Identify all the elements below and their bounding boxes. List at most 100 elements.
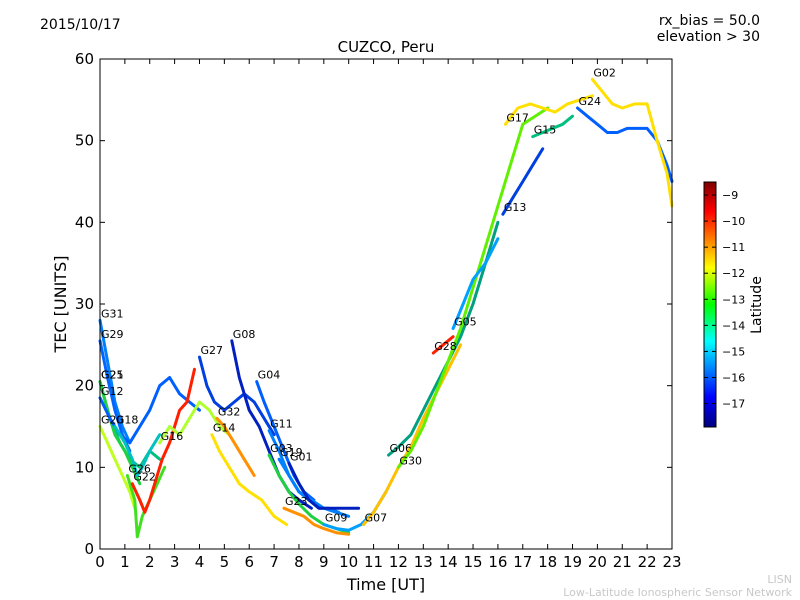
colorbar-ticks: −17 −16 −15 −14 −13 −12 −11 −10 −9: [704, 189, 745, 411]
colorbar-tick-label: −14: [722, 319, 745, 332]
plot-frame: [99, 58, 673, 550]
series-label-g17: G17: [506, 111, 529, 124]
x-tick-label: 5: [220, 553, 230, 571]
series-label-g16: G16: [161, 430, 184, 443]
footer-network: Low-Latitude Ionospheric Sensor Network: [563, 586, 792, 599]
series-line-g07: [362, 343, 463, 526]
date-label: 2015/10/17: [40, 17, 121, 33]
series-label-g13: G13: [504, 201, 527, 214]
x-tick-label: 2: [145, 553, 155, 571]
series-label-g25: G25: [101, 369, 124, 382]
series-line-g05: [451, 237, 500, 330]
series-line-g28: [431, 335, 455, 355]
x-tick-label: 22: [638, 553, 657, 571]
series-line-g30: [396, 106, 550, 469]
series-line-g26: [125, 465, 167, 539]
x-axis-label: Time [UT]: [346, 575, 425, 594]
y-tick-label: 10: [75, 458, 94, 476]
y-axis: 0 10 20 30 40 50 60: [75, 50, 672, 558]
series-line-g13: [501, 147, 545, 216]
colorbar-tick-label: −11: [722, 241, 745, 254]
series-label-g11: G11: [270, 418, 293, 431]
x-tick-label: 3: [170, 553, 180, 571]
footer-lisn: LISN: [767, 573, 792, 586]
colorbar-tick-label: −9: [722, 189, 738, 202]
series-label-g12: G12: [101, 385, 124, 398]
x-tick-label: 21: [613, 553, 632, 571]
series-label-g09: G09: [325, 512, 348, 525]
x-tick-label: 23: [662, 553, 681, 571]
series-label-g08: G08: [233, 328, 256, 341]
chart-title: CUZCO, Peru: [338, 38, 435, 56]
colorbar-tick-label: −15: [722, 345, 745, 358]
y-axis-label: TEC [UNITS]: [51, 256, 70, 354]
series-line-g18: [113, 425, 162, 477]
series-line-g17: [503, 94, 594, 126]
y-tick-label: 40: [75, 213, 94, 231]
series-label-g24: G24: [578, 95, 601, 108]
series-line-g16: [158, 400, 231, 445]
x-tick-label: 19: [563, 553, 582, 571]
x-tick-label: 6: [244, 553, 254, 571]
x-axis: 0 1 2 3 4 5 6 7 8 9 10 11 12 13 14 15 16 17 18 19 20 21 22 23: [95, 59, 682, 571]
y-tick-label: 20: [75, 377, 94, 395]
series-label-g30: G30: [399, 454, 422, 467]
series-line-g20: [98, 425, 137, 510]
series-line-g02: [590, 77, 674, 208]
series-label-g06: G06: [389, 442, 412, 455]
colorbar-tick-label: −10: [722, 215, 745, 228]
x-tick-label: 16: [488, 553, 507, 571]
series-label-g21: G21: [101, 369, 124, 382]
colorbar-tick-label: −12: [722, 267, 745, 280]
x-tick-label: 11: [364, 553, 383, 571]
series-label-g32: G32: [218, 405, 241, 418]
series-line-g23: [282, 506, 351, 536]
colorbar-tick-label: −13: [722, 293, 745, 306]
x-tick-label: 0: [95, 553, 105, 571]
series-label-g22: G22: [133, 471, 156, 484]
x-tick-label: 12: [389, 553, 408, 571]
x-tick-label: 4: [195, 553, 205, 571]
x-tick-label: 18: [538, 553, 557, 571]
colorbar: −17 −16 −15 −14 −13 −12 −11 −10 −9 Latitude: [703, 181, 765, 428]
elevation-label: elevation > 30: [656, 29, 760, 45]
y-tick-label: 60: [75, 50, 94, 68]
series-line-g27: [198, 355, 276, 437]
series-line-g01: [287, 461, 361, 510]
series-label-g28: G28: [434, 340, 457, 353]
x-tick-label: 9: [319, 553, 329, 571]
colorbar-gradient: [703, 181, 717, 428]
series-label-g23: G23: [285, 495, 308, 508]
series-label-g07: G07: [365, 512, 388, 525]
series-label-g20: G20: [101, 414, 124, 427]
series-label-g29: G29: [101, 328, 124, 341]
series-label-g03: G03: [270, 442, 293, 455]
x-tick-label: 13: [414, 553, 433, 571]
series-line-g21: [98, 380, 142, 486]
x-tick-label: 10: [339, 553, 358, 571]
colorbar-tick-label: −16: [722, 371, 745, 384]
x-tick-label: 20: [588, 553, 607, 571]
series-line-g15: [531, 114, 574, 139]
x-tick-label: 14: [439, 553, 458, 571]
x-tick-label: 1: [120, 553, 130, 571]
series-label-g14: G14: [213, 422, 236, 435]
y-tick-label: 30: [75, 295, 94, 313]
series-label-g31: G31: [101, 307, 124, 320]
series-label-g27: G27: [200, 344, 223, 357]
series-line-g14: [210, 433, 288, 526]
series-label-g05: G05: [454, 316, 477, 329]
series-label-g19: G19: [280, 446, 303, 459]
colorbar-tick-label: −17: [722, 398, 745, 411]
series-label-g26: G26: [128, 463, 151, 476]
x-tick-label: 7: [269, 553, 279, 571]
series-label-g04: G04: [258, 369, 281, 382]
series-label-g02: G02: [593, 66, 616, 79]
y-tick-label: 0: [84, 540, 94, 558]
series-label-g15: G15: [534, 124, 557, 137]
x-tick-label: 15: [463, 553, 482, 571]
series-line-g32: [215, 416, 256, 477]
series-label-g01: G01: [290, 450, 313, 463]
